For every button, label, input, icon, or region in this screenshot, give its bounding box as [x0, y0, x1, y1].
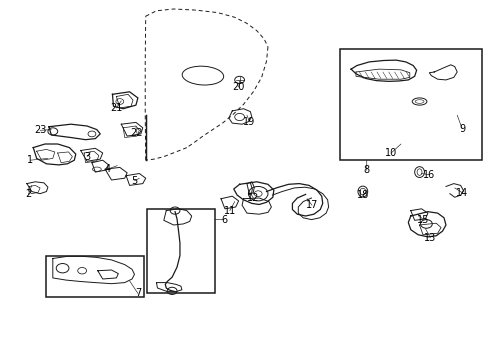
Text: 21: 21 — [110, 103, 122, 113]
Text: 19: 19 — [243, 117, 255, 127]
Text: 1: 1 — [27, 155, 33, 165]
Text: 5: 5 — [131, 176, 137, 186]
Text: 13: 13 — [423, 233, 436, 243]
Bar — [339, 49, 481, 160]
Text: 3: 3 — [84, 152, 90, 162]
Text: 15: 15 — [416, 215, 428, 225]
Text: 22: 22 — [130, 128, 143, 138]
Text: 14: 14 — [455, 188, 468, 198]
Bar — [46, 256, 144, 297]
Text: 7: 7 — [135, 288, 141, 298]
Text: 8: 8 — [363, 165, 369, 175]
Text: 11: 11 — [223, 206, 236, 216]
Text: 9: 9 — [458, 123, 464, 134]
Text: 20: 20 — [232, 82, 244, 92]
Text: 12: 12 — [246, 193, 259, 203]
Text: 16: 16 — [422, 170, 435, 180]
Text: 10: 10 — [384, 148, 397, 158]
Text: 23: 23 — [34, 125, 46, 135]
Text: 17: 17 — [305, 200, 318, 210]
Text: 6: 6 — [221, 215, 226, 225]
Text: 2: 2 — [25, 189, 31, 199]
Text: 4: 4 — [104, 164, 110, 174]
Text: 18: 18 — [356, 190, 368, 200]
Bar — [146, 209, 215, 293]
